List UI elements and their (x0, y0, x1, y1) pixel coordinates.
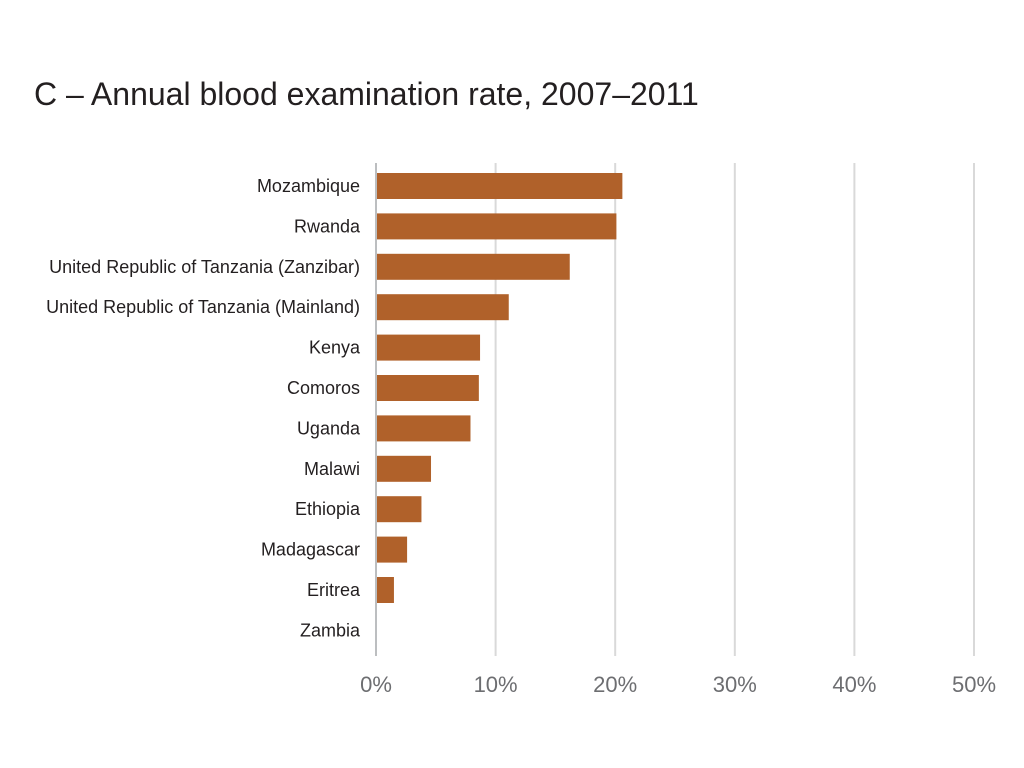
category-label: Mozambique (257, 176, 360, 196)
bar (376, 415, 471, 442)
bar (376, 213, 617, 240)
category-label: Rwanda (294, 216, 361, 236)
bar (376, 577, 394, 603)
category-label: Madagascar (261, 540, 360, 560)
chart-title: C – Annual blood examination rate, 2007–… (34, 76, 699, 112)
x-tick-label: 0% (360, 672, 392, 697)
category-label: Uganda (297, 418, 361, 438)
bar (376, 536, 408, 563)
category-label: Eritrea (307, 580, 361, 600)
bar (376, 334, 481, 361)
category-label: United Republic of Tanzania (Mainland) (46, 297, 360, 317)
x-tick-label: 10% (474, 672, 518, 697)
x-tick-label: 30% (713, 672, 757, 697)
category-label: Malawi (304, 459, 360, 479)
bars (376, 173, 623, 603)
x-tick-label: 40% (832, 672, 876, 697)
category-labels: Mozambique Rwanda United Republic of Tanza… (46, 176, 361, 640)
bar (376, 496, 422, 523)
bar (376, 173, 623, 199)
x-tick-labels: 0% 10% 20% 30% 40% 50% (360, 672, 996, 697)
bar (376, 375, 479, 401)
category-label: Kenya (309, 338, 361, 358)
x-tick-label: 20% (593, 672, 637, 697)
gridlines (494, 163, 975, 656)
bar (376, 294, 509, 321)
category-label: United Republic of Tanzania (Zanzibar) (49, 257, 360, 277)
bar (376, 253, 570, 280)
category-label: Comoros (287, 378, 360, 398)
bar (376, 455, 432, 482)
category-label: Ethiopia (295, 499, 361, 519)
category-label: Zambia (300, 620, 361, 640)
x-tick-label: 50% (952, 672, 996, 697)
